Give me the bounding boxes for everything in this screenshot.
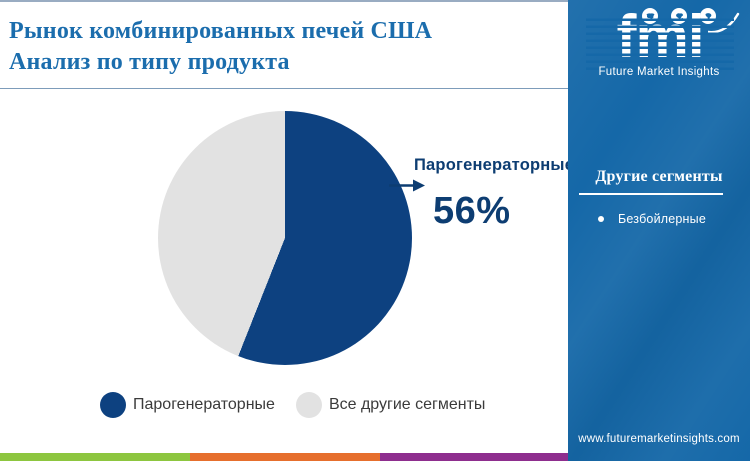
sidebar-section-title: Другие сегменты xyxy=(595,168,723,185)
sidebar-list-item: Безбойлерные xyxy=(598,212,743,226)
logo-subtitle: Future Market Insights xyxy=(598,66,720,78)
footer-stripe-green xyxy=(0,453,190,461)
sidebar: fmi Future Market Insights Другие сегмен… xyxy=(568,0,750,461)
footer-stripe-orange xyxy=(190,453,380,461)
legend-label-secondary: Все другие сегменты xyxy=(328,396,486,413)
legend-label-primary: Парогенераторные xyxy=(133,396,275,413)
callout-label: Парогенераторные xyxy=(414,156,575,174)
main-content-area: Рынок комбинированных печей США Анализ п… xyxy=(0,0,575,461)
sidebar-items-list: Безбойлерные xyxy=(598,212,743,236)
footer-stripe-purple xyxy=(380,453,568,461)
bullet-icon xyxy=(598,216,604,222)
legend-item-secondary: Все другие сегменты xyxy=(295,392,486,418)
footer-stripes xyxy=(0,453,568,461)
callout-value: 56% xyxy=(433,190,511,232)
chart-legend: Парогенераторные Все другие сегменты xyxy=(100,392,485,418)
legend-dot-primary xyxy=(100,392,126,418)
legend-item-primary: Парогенераторные xyxy=(100,392,275,418)
page-title: Рынок комбинированных печей США Анализ п… xyxy=(9,16,549,78)
legend-dot-secondary xyxy=(295,392,322,418)
pie-chart xyxy=(158,111,412,365)
arrow-icon xyxy=(389,179,425,192)
title-line-2: Анализ по типу продукта xyxy=(9,49,290,75)
title-divider xyxy=(0,88,568,89)
website-link[interactable]: www.futuremarketinsights.com xyxy=(578,433,740,445)
sidebar-section-underline xyxy=(579,193,723,195)
fmi-logo: fmi Future Market Insights xyxy=(568,0,750,92)
top-accent-line xyxy=(0,0,568,2)
sidebar-item-label: Безбойлерные xyxy=(618,212,707,226)
fmi-wordmark: fmi xyxy=(586,7,734,72)
title-line-1: Рынок комбинированных печей США xyxy=(9,18,433,44)
